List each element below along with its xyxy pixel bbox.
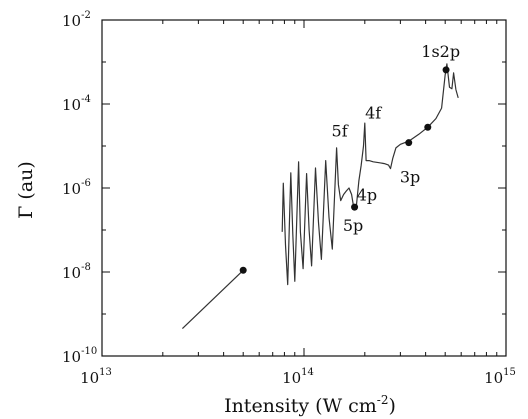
x-axis-title-tail: ) (389, 395, 396, 417)
data-point (442, 66, 450, 74)
x-axis-title: Intensity (W cm-2) (224, 393, 396, 417)
annotation-label: 4p (357, 186, 377, 205)
x-axis-title-sup: -2 (377, 393, 389, 407)
y-tick-label: 10-8 (62, 262, 91, 282)
data-point (239, 266, 247, 274)
y-tick-label: 10-4 (62, 94, 91, 114)
y-axis-title: Γ (au) (15, 161, 37, 219)
x-tick-label: 1013 (80, 367, 112, 387)
annotation-label: 4f (365, 104, 382, 123)
annotation-label: 5p (343, 216, 363, 235)
data-point (405, 139, 413, 147)
annotation-label: 5f (332, 121, 349, 140)
x-tick-label: 1014 (282, 367, 314, 387)
y-tick-label: 10-10 (62, 346, 97, 366)
series-layer (181, 63, 459, 330)
tick-labels: 1013 1014 1015 10-2 10-4 10-6 10-8 10-10 (62, 10, 516, 387)
series-line (181, 269, 244, 330)
data-point (424, 123, 432, 131)
data-point (351, 203, 359, 211)
annotation-label: 1s2p (421, 42, 460, 61)
axis-ticks (101, 19, 507, 357)
x-axis-title-main: Intensity (W cm (224, 395, 377, 417)
x-tick-label: 1015 (484, 367, 516, 387)
y-tick-label: 10-6 (62, 178, 91, 198)
annotations-layer: 1s2p 4f 5f 3p 4p 5p (332, 42, 461, 235)
y-tick-label: 10-2 (62, 10, 91, 30)
series-line (281, 63, 459, 286)
annotation-label: 3p (400, 168, 420, 187)
markers-layer (239, 66, 450, 274)
